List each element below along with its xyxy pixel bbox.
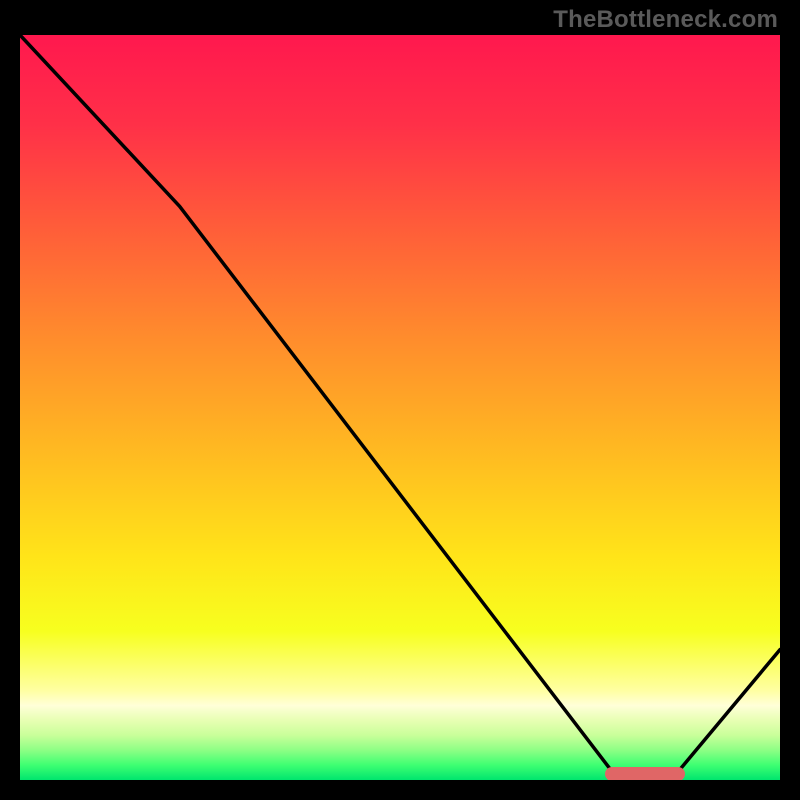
curve-path — [20, 35, 780, 773]
optimal-range-marker — [605, 767, 685, 780]
bottleneck-chart: TheBottleneck.com — [0, 0, 800, 800]
plot-area — [20, 35, 780, 780]
bottleneck-curve — [20, 35, 780, 780]
watermark-text: TheBottleneck.com — [553, 6, 778, 34]
